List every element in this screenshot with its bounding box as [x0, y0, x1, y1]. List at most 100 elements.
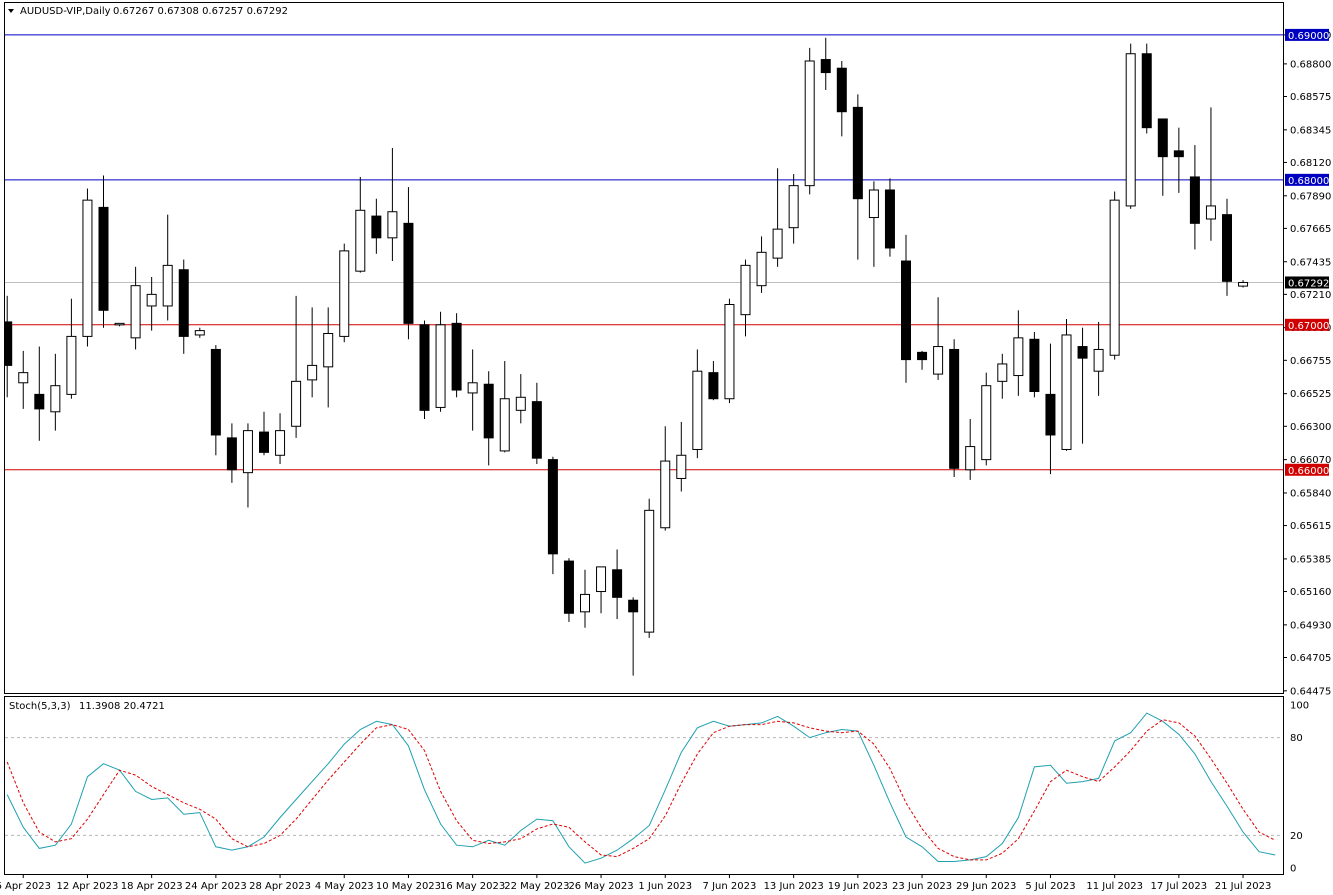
candle[interactable] — [339, 243, 350, 343]
candle[interactable] — [387, 147, 398, 262]
candle[interactable] — [1205, 107, 1216, 241]
candle[interactable] — [435, 311, 446, 412]
candle[interactable] — [740, 259, 751, 337]
stoch-title: Stoch(5,3,3) — [9, 701, 71, 712]
candle[interactable] — [1173, 127, 1184, 193]
candle[interactable] — [66, 298, 77, 399]
candle-body-bear — [1029, 338, 1040, 392]
support-level-badge — [1285, 463, 1329, 476]
candle[interactable] — [242, 423, 253, 508]
candle[interactable] — [162, 214, 173, 321]
candle[interactable] — [1141, 43, 1152, 134]
candle-body-bull — [804, 60, 815, 187]
candle[interactable] — [580, 569, 590, 628]
candle[interactable] — [997, 353, 1008, 399]
candle[interactable] — [676, 421, 687, 492]
candle[interactable] — [467, 349, 478, 431]
candle[interactable] — [804, 47, 815, 195]
candle[interactable] — [965, 419, 976, 480]
candle[interactable] — [371, 198, 382, 254]
price-tick-label: 0.66070 — [1290, 455, 1331, 466]
stoch-axis: 100 80 20 0 — [1290, 701, 1309, 875]
candle[interactable] — [949, 339, 960, 478]
price-tick-label: 0.64475 — [1290, 686, 1331, 697]
stoch-tick-label: 100 — [1290, 701, 1309, 712]
candle[interactable] — [451, 313, 462, 398]
candle[interactable] — [612, 549, 623, 620]
candle[interactable] — [483, 371, 494, 466]
candle[interactable] — [275, 413, 286, 464]
candle[interactable] — [724, 298, 735, 404]
candle[interactable] — [1029, 332, 1040, 398]
candle[interactable] — [291, 295, 302, 438]
candle[interactable] — [852, 94, 863, 260]
candle[interactable] — [756, 236, 767, 293]
candle[interactable] — [18, 350, 29, 409]
candle[interactable] — [547, 456, 558, 575]
candle[interactable] — [323, 307, 334, 408]
candle[interactable] — [820, 37, 831, 90]
candle[interactable] — [194, 327, 205, 338]
candle[interactable] — [1109, 191, 1120, 360]
candle[interactable] — [82, 188, 93, 347]
candle-body-bear — [1045, 393, 1056, 436]
candle[interactable] — [499, 361, 510, 453]
candle[interactable] — [1125, 43, 1136, 209]
candle[interactable] — [644, 498, 655, 638]
candle[interactable] — [355, 176, 366, 273]
candle[interactable] — [708, 361, 719, 401]
candle[interactable] — [1189, 145, 1200, 250]
candle[interactable] — [1238, 280, 1249, 288]
candle[interactable] — [3, 295, 13, 398]
candle[interactable] — [868, 181, 879, 267]
candle[interactable] — [1077, 327, 1088, 444]
candle[interactable] — [531, 382, 542, 464]
candle[interactable] — [1045, 343, 1056, 475]
candle[interactable] — [660, 426, 671, 531]
candle-body-bear — [1189, 176, 1200, 224]
support-level-label: 0.67000 — [1288, 321, 1329, 332]
candle[interactable] — [836, 60, 847, 137]
candle-body-bull — [788, 185, 799, 229]
candle[interactable] — [933, 297, 944, 380]
candle[interactable] — [1157, 118, 1168, 196]
candle[interactable] — [563, 558, 574, 622]
candle[interactable] — [515, 374, 526, 424]
candle[interactable] — [901, 234, 911, 383]
candle[interactable] — [884, 178, 895, 257]
price-tick-label: 0.65615 — [1290, 521, 1331, 532]
symbol-dropdown-icon[interactable] — [8, 9, 14, 13]
candle[interactable] — [628, 597, 639, 676]
candle[interactable] — [98, 175, 109, 328]
candle[interactable] — [788, 174, 799, 244]
candle[interactable] — [130, 266, 141, 350]
candle[interactable] — [419, 320, 430, 420]
candle[interactable] — [146, 276, 157, 331]
candle-body-bull — [162, 264, 173, 307]
candle[interactable] — [259, 411, 269, 456]
candle[interactable] — [226, 423, 237, 483]
candle-body-bear — [547, 459, 558, 555]
candle[interactable] — [1222, 198, 1232, 296]
candle[interactable] — [692, 349, 703, 459]
candle[interactable] — [596, 566, 607, 614]
candle-body-bull — [596, 566, 607, 593]
candle[interactable] — [772, 168, 783, 267]
candle[interactable] — [178, 259, 189, 354]
time-tick-label: 7 Jun 2023 — [703, 881, 757, 892]
time-tick-label: 19 Jun 2023 — [828, 881, 888, 892]
candle[interactable] — [1093, 321, 1104, 396]
candle[interactable] — [1061, 319, 1072, 451]
time-tick-label: 22 May 2023 — [504, 881, 569, 892]
candle[interactable] — [981, 372, 992, 466]
candle[interactable] — [917, 350, 928, 370]
candle[interactable] — [114, 322, 125, 327]
candle[interactable] — [50, 353, 61, 431]
candle[interactable] — [210, 345, 221, 456]
candle[interactable] — [307, 307, 318, 398]
candle[interactable] — [403, 187, 414, 340]
candle[interactable] — [34, 346, 45, 441]
candle[interactable] — [1013, 310, 1024, 396]
current-price-label: 0.67292 — [1288, 278, 1329, 289]
time-tick-label: 29 Jun 2023 — [956, 881, 1016, 892]
